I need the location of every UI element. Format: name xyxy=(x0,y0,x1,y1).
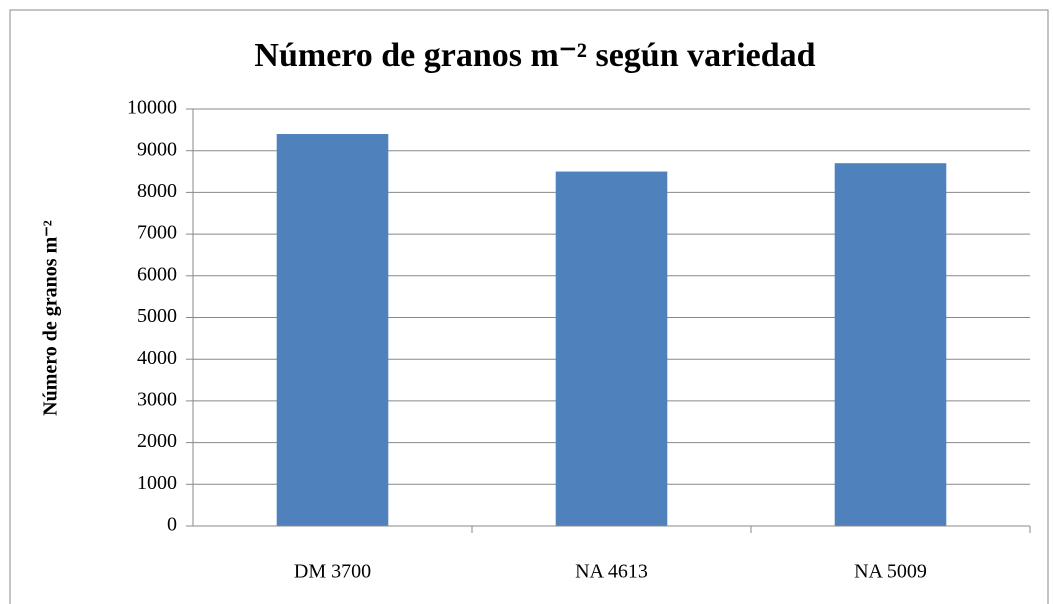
y-tick-label: 1000 xyxy=(137,472,177,494)
x-tick-label: NA 4613 xyxy=(575,561,648,583)
y-tick-label: 0 xyxy=(167,514,177,536)
bar xyxy=(834,163,947,526)
y-tick-label: 7000 xyxy=(137,222,177,244)
y-axis-label: Número de granos m⁻² xyxy=(40,220,62,416)
chart-frame xyxy=(9,9,1049,604)
y-tick-label: 3000 xyxy=(137,388,177,410)
y-tick-label: 10000 xyxy=(127,97,177,119)
x-tick-label: NA 5009 xyxy=(854,561,927,583)
y-tick-label: 2000 xyxy=(137,430,177,452)
bar xyxy=(555,171,668,527)
bar xyxy=(276,134,389,526)
y-tick-label: 8000 xyxy=(137,180,177,202)
x-tick-label: DM 3700 xyxy=(294,561,371,583)
y-tick-label: 4000 xyxy=(137,347,177,369)
chart-title: Número de granos m⁻² según variedad xyxy=(254,37,815,74)
y-tick-label: 5000 xyxy=(137,305,177,327)
y-tick-label: 6000 xyxy=(137,263,177,285)
y-tick-label: 9000 xyxy=(137,138,177,160)
